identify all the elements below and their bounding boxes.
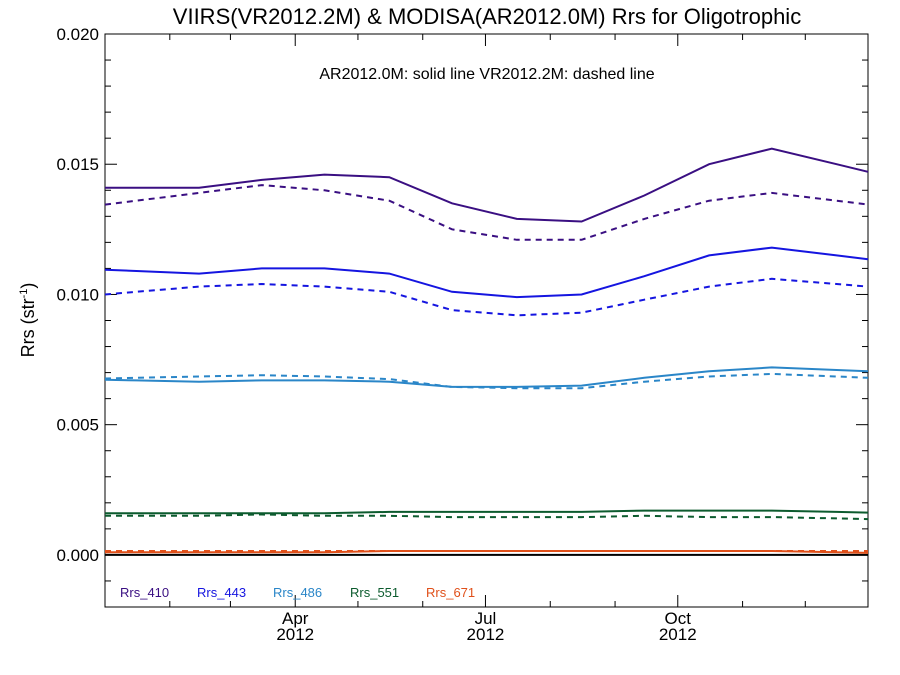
x-tick-year-label: 2012: [467, 625, 505, 644]
x-tick-month-label: Jul: [475, 609, 497, 628]
y-tick-label: 0.020: [56, 25, 99, 44]
legend-entry-rrs-443: Rrs_443: [197, 585, 246, 600]
rrs-410-dashed-line: [104, 184, 869, 241]
rrs-671-solid-line: [105, 550, 869, 554]
legend-entry-rrs-486: Rrs_486: [273, 585, 322, 600]
rrs-410-solid-line: [105, 147, 869, 223]
series-layer: [104, 147, 869, 556]
rrs-486-solid-line: [104, 366, 869, 388]
legend-entry-rrs-551: Rrs_551: [350, 585, 399, 600]
rrs-443-dashed-line: [104, 277, 869, 317]
x-tick-year-label: 2012: [659, 625, 697, 644]
rrs-551-solid-line: [105, 509, 869, 515]
x-tick-month-label: Apr: [282, 609, 309, 628]
x-tick-year-label: 2012: [276, 625, 314, 644]
y-tick-label: 0.015: [56, 155, 99, 174]
y-tick-label: 0.000: [56, 546, 99, 565]
line-style-annotation: AR2012.0M: solid line VR2012.2M: dashed …: [319, 66, 654, 83]
y-axis-ticks: 0.000 0.005 0.010 0.015 0.020: [56, 25, 868, 608]
y-axis-label: Rrs (str-1): [18, 283, 38, 358]
chart-title: VIIRS(VR2012.2M) & MODISA(AR2012.0M) Rrs…: [173, 4, 801, 29]
rrs-551-dashed-line: [105, 513, 869, 521]
legend-entry-rrs-410: Rrs_410: [120, 585, 169, 600]
legend-entry-rrs-671: Rrs_671: [426, 585, 475, 600]
plot-frame: [104, 33, 869, 608]
y-tick-label: 0.005: [56, 416, 99, 435]
rrs-443-solid-line: [104, 246, 869, 299]
x-tick-month-label: Oct: [665, 609, 692, 628]
legend: Rrs_410 Rrs_443 Rrs_486 Rrs_551 Rrs_671: [120, 585, 475, 600]
y-tick-label: 0.010: [56, 285, 99, 304]
